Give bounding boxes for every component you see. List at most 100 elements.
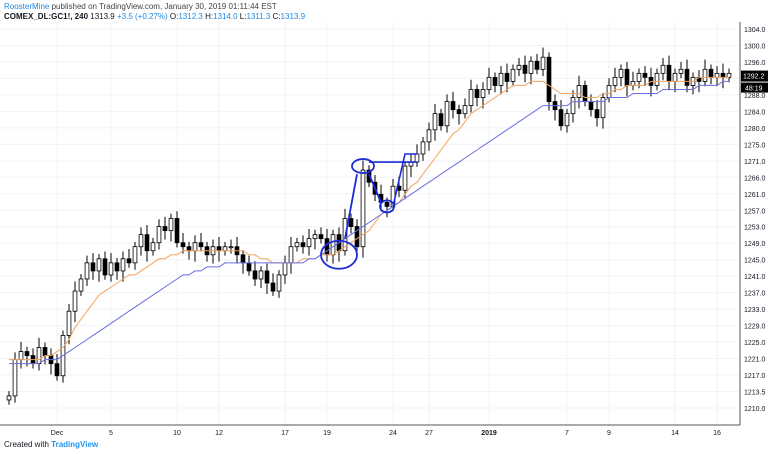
candle-body <box>240 254 246 264</box>
countdown-badge-text: 48:19 <box>745 86 763 93</box>
candle-body <box>498 72 504 86</box>
candle-body <box>300 242 306 248</box>
annotation-stroke <box>369 153 417 207</box>
candle-body <box>264 270 270 284</box>
x-tick-label: 12 <box>215 430 223 437</box>
y-tick-label: 1257.0 <box>744 208 766 215</box>
candle-body <box>306 238 312 248</box>
candle-body <box>120 258 126 272</box>
candle-body <box>246 262 252 272</box>
tradingview-logo[interactable]: TradingView <box>51 440 99 449</box>
candle-body <box>432 113 438 131</box>
candle-body <box>324 238 330 256</box>
candle-body <box>216 246 222 252</box>
candle-body <box>54 363 60 377</box>
candle-body <box>576 85 582 98</box>
candle-body <box>276 274 282 292</box>
candle-body <box>612 76 618 86</box>
candle-body <box>90 262 96 272</box>
candle-body <box>510 68 516 82</box>
countdown-badge <box>741 82 768 93</box>
candle-body <box>702 68 708 82</box>
candle-body <box>468 89 474 107</box>
ohlc-h-label: H: <box>205 12 214 21</box>
candle-body <box>720 72 726 78</box>
candle-body <box>12 359 18 397</box>
candle-body <box>6 395 12 401</box>
candle-body <box>588 101 594 111</box>
candle-body <box>348 218 354 227</box>
last-price: 1313.9 <box>90 12 115 21</box>
y-tick-label: 1253.0 <box>744 225 766 232</box>
candle-body <box>474 89 480 98</box>
candle-body <box>384 201 390 207</box>
candle-body <box>138 234 144 248</box>
candle-body <box>678 68 684 74</box>
candle-body <box>594 109 600 119</box>
candle-body <box>168 218 174 231</box>
ohlc-c-value: 1313.9 <box>280 12 306 21</box>
candle-body <box>600 97 606 119</box>
candle-body <box>294 242 300 248</box>
candle-body <box>570 97 576 115</box>
candle-body <box>174 218 180 244</box>
ohlc-l-label: L: <box>239 12 247 21</box>
candle-body <box>666 64 672 82</box>
candle-body <box>72 290 78 312</box>
candle-body <box>78 278 84 292</box>
candle-body <box>144 234 150 252</box>
x-tick-label: 5 <box>109 430 113 437</box>
x-tick-label: 7 <box>565 430 569 437</box>
candle-body <box>354 226 360 248</box>
candle-body <box>420 141 426 155</box>
candle-body <box>198 242 204 248</box>
candle-body <box>606 85 612 98</box>
y-tick-label: 1288.0 <box>744 93 766 100</box>
x-tick-label: 16 <box>713 430 721 437</box>
ohlc-o-label: O: <box>169 12 179 21</box>
x-tick-label: 27 <box>425 430 433 437</box>
candle-body <box>222 246 228 252</box>
author-link[interactable]: RoosterMine <box>4 2 50 11</box>
symbol-label[interactable]: COMEX_DL:GC1!, 240 <box>4 12 89 21</box>
candle-body <box>642 72 648 78</box>
candle-body <box>540 56 546 70</box>
y-tick-label: 1261.0 <box>744 192 766 199</box>
x-tick-label: 24 <box>389 430 397 437</box>
candle-body <box>360 169 366 248</box>
candle-body <box>684 68 690 86</box>
candle-body <box>66 310 72 336</box>
candle-body <box>42 347 48 356</box>
candle-body <box>186 246 192 252</box>
x-tick-label: Dec <box>51 430 64 437</box>
publish-line: RoosterMine published on TradingView.com… <box>4 2 277 11</box>
candle-body <box>258 270 264 280</box>
x-tick-label: 17 <box>281 430 289 437</box>
candle-body <box>546 56 552 102</box>
y-tick-label: 1304.0 <box>744 27 766 34</box>
candle-body <box>270 282 276 292</box>
candle-body <box>726 72 732 78</box>
y-tick-label: 1284.0 <box>744 109 766 116</box>
candle-body <box>534 60 540 70</box>
candle-body <box>282 262 288 276</box>
candle-body <box>18 351 24 361</box>
candle-body <box>444 101 450 127</box>
y-tick-label: 1225.0 <box>744 340 766 347</box>
candle-body <box>414 153 420 163</box>
candle-body <box>486 76 492 90</box>
footer: Created with TradingView <box>4 440 98 449</box>
published-text: published on TradingView.com, January 30… <box>51 2 277 11</box>
y-tick-label: 1271.0 <box>744 159 766 166</box>
candle-body <box>426 129 432 143</box>
annotation-stroke <box>344 173 358 239</box>
candle-body <box>156 226 162 244</box>
y-tick-label: 1241.0 <box>744 274 766 281</box>
ema-fast-line <box>9 76 729 361</box>
candle-body <box>492 76 498 86</box>
ema-slow-line <box>9 80 729 365</box>
y-tick-label: 1217.0 <box>744 373 766 380</box>
candle-body <box>180 242 186 248</box>
annotation-circle-high <box>351 158 375 174</box>
